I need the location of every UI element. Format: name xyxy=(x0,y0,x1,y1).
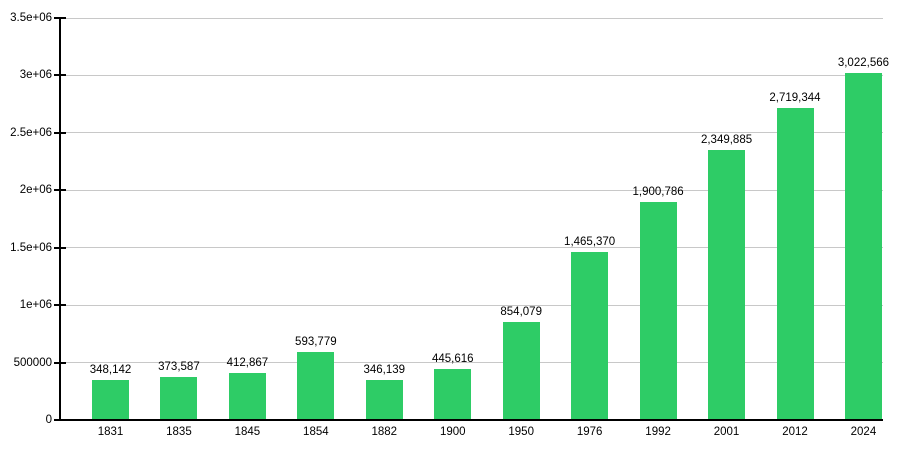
gridline xyxy=(60,304,883,306)
gridline xyxy=(60,74,883,76)
x-tick-label: 2024 xyxy=(850,426,877,438)
y-tick-label: 3e+06 xyxy=(19,69,52,82)
x-tick-label: 1845 xyxy=(234,426,261,438)
bar-value-label: 1,900,786 xyxy=(632,185,684,198)
bar-value-label: 854,079 xyxy=(500,305,542,318)
x-tick-label: 1854 xyxy=(303,426,329,438)
y-tick-label: 1e+06 xyxy=(19,299,52,312)
x-tick-label: 1950 xyxy=(508,426,534,438)
x-tick-label: 1976 xyxy=(576,426,603,438)
bar xyxy=(708,150,746,420)
x-tick-label: 2001 xyxy=(713,426,740,438)
bar xyxy=(92,380,129,420)
x-tick-label: 1835 xyxy=(166,426,192,438)
bar xyxy=(502,321,540,420)
bar-value-label: 3,022,566 xyxy=(837,56,890,69)
y-tick-label: 2e+06 xyxy=(19,184,52,197)
bar xyxy=(434,368,472,420)
y-tick-label: 500000 xyxy=(13,356,52,369)
gridline xyxy=(60,189,883,191)
bar-value-label: 348,142 xyxy=(89,364,132,376)
y-tick-label: 0 xyxy=(45,414,52,426)
x-tick-label: 1992 xyxy=(645,426,671,438)
bar-value-label: 1,465,370 xyxy=(564,235,616,248)
bar xyxy=(297,351,335,420)
bar-value-label: 373,587 xyxy=(158,361,200,374)
y-tick-label: 3.5e+06 xyxy=(10,12,52,24)
gridline xyxy=(60,247,883,249)
bar xyxy=(160,377,198,420)
bar-value-label: 412,867 xyxy=(226,356,269,369)
bar xyxy=(844,72,882,420)
gridline xyxy=(60,132,883,134)
x-tick-label: 2012 xyxy=(782,426,808,438)
bar xyxy=(571,251,609,420)
bar xyxy=(776,107,814,420)
bar xyxy=(228,372,266,420)
x-tick-label: 1882 xyxy=(371,426,398,438)
y-axis-line xyxy=(59,17,61,421)
bar-value-label: 346,139 xyxy=(363,364,406,377)
bar-value-label: 2,719,344 xyxy=(769,91,821,104)
y-tick-label: 1.5e+06 xyxy=(10,241,52,254)
gridline xyxy=(60,362,883,364)
bar-value-label: 2,349,885 xyxy=(700,134,753,147)
x-tick-label: 1900 xyxy=(439,426,466,438)
bar-value-label: 445,616 xyxy=(431,352,474,365)
bar xyxy=(365,380,403,420)
y-tick-label: 2.5e+06 xyxy=(10,126,52,139)
bar-value-label: 593,779 xyxy=(295,335,337,348)
x-tick-label: 1831 xyxy=(97,426,124,438)
x-axis-line xyxy=(59,419,883,421)
gridline xyxy=(60,17,883,19)
bar xyxy=(639,201,677,420)
